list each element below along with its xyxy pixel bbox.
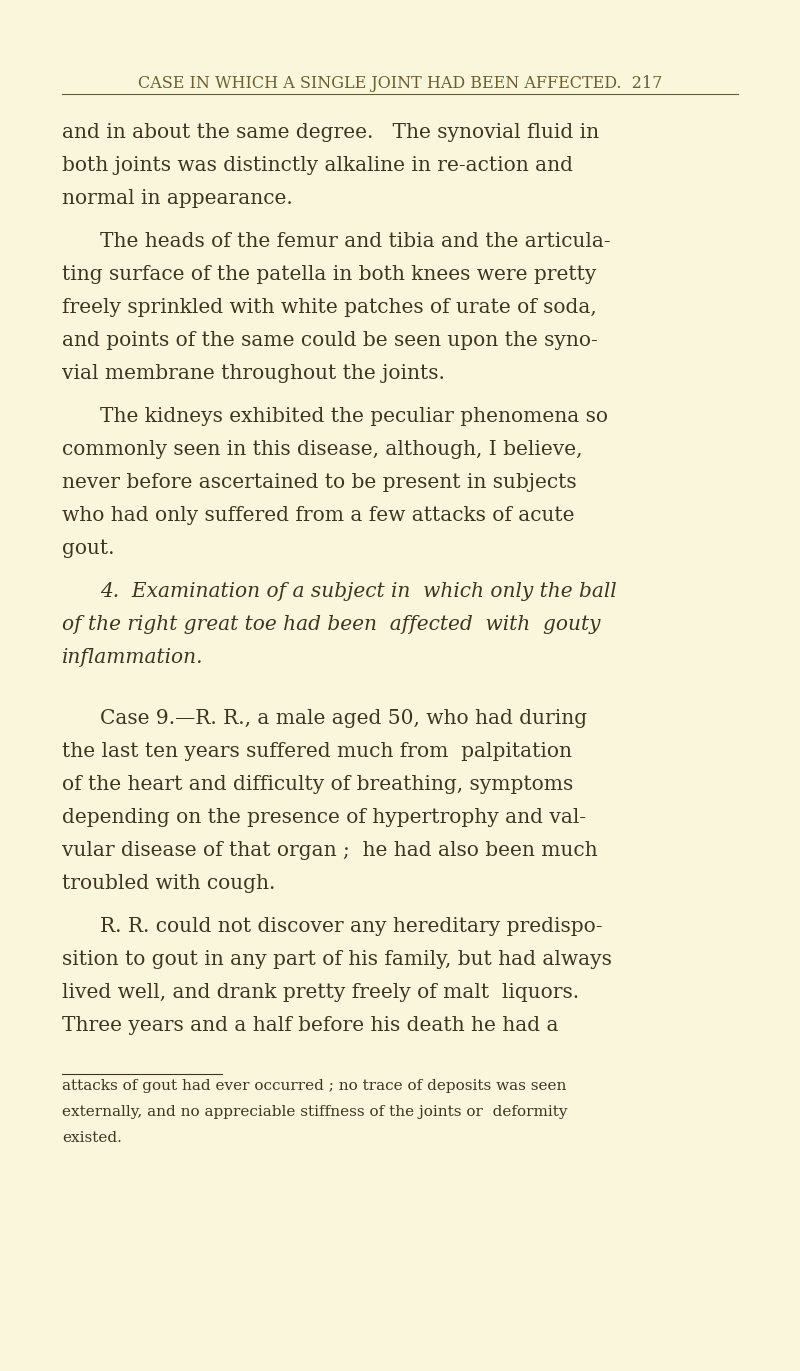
Text: normal in appearance.: normal in appearance. (62, 189, 293, 208)
Text: freely sprinkled with white patches of urate of soda,: freely sprinkled with white patches of u… (62, 298, 597, 317)
Text: commonly seen in this disease, although, I believe,: commonly seen in this disease, although,… (62, 440, 582, 459)
Text: ting surface of the patella in both knees were pretty: ting surface of the patella in both knee… (62, 265, 596, 284)
Text: 4.  Examination of a subject in  which only the ball: 4. Examination of a subject in which onl… (100, 583, 617, 600)
Text: never before ascertained to be present in subjects: never before ascertained to be present i… (62, 473, 577, 492)
Text: The heads of the femur and tibia and the articula-: The heads of the femur and tibia and the… (100, 232, 610, 251)
Text: CASE IN WHICH A SINGLE JOINT HAD BEEN AFFECTED.  217: CASE IN WHICH A SINGLE JOINT HAD BEEN AF… (138, 75, 662, 92)
Text: inflammation.: inflammation. (62, 648, 203, 668)
Text: and in about the same degree.   The synovial fluid in: and in about the same degree. The synovi… (62, 123, 599, 143)
Text: vial membrane throughout the joints.: vial membrane throughout the joints. (62, 363, 445, 383)
Text: depending on the presence of hypertrophy and val-: depending on the presence of hypertrophy… (62, 808, 586, 827)
Text: Three years and a half before his death he had a: Three years and a half before his death … (62, 1016, 558, 1035)
Text: attacks of gout had ever occurred ; no trace of deposits was seen: attacks of gout had ever occurred ; no t… (62, 1079, 566, 1093)
Text: both joints was distinctly alkaline in re-action and: both joints was distinctly alkaline in r… (62, 156, 573, 175)
Text: R. R. could not discover any hereditary predispo-: R. R. could not discover any hereditary … (100, 917, 602, 936)
Text: of the heart and difficulty of breathing, symptoms: of the heart and difficulty of breathing… (62, 775, 574, 794)
Text: lived well, and drank pretty freely of malt  liquors.: lived well, and drank pretty freely of m… (62, 983, 579, 1002)
Text: and points of the same could be seen upon the syno-: and points of the same could be seen upo… (62, 330, 598, 350)
Text: of the right great toe had been  affected  with  gouty: of the right great toe had been affected… (62, 616, 601, 633)
Text: sition to gout in any part of his family, but had always: sition to gout in any part of his family… (62, 950, 612, 969)
Text: Case 9.—R. R., a male aged 50, who had during: Case 9.—R. R., a male aged 50, who had d… (100, 709, 587, 728)
Text: the last ten years suffered much from  palpitation: the last ten years suffered much from pa… (62, 742, 572, 761)
Text: troubled with cough.: troubled with cough. (62, 873, 275, 893)
Text: existed.: existed. (62, 1131, 122, 1145)
Text: gout.: gout. (62, 539, 114, 558)
Text: The kidneys exhibited the peculiar phenomena so: The kidneys exhibited the peculiar pheno… (100, 407, 608, 426)
Text: who had only suffered from a few attacks of acute: who had only suffered from a few attacks… (62, 506, 574, 525)
Text: externally, and no appreciable stiffness of the joints or  deformity: externally, and no appreciable stiffness… (62, 1105, 567, 1119)
Text: vular disease of that organ ;  he had also been much: vular disease of that organ ; he had als… (62, 840, 598, 860)
